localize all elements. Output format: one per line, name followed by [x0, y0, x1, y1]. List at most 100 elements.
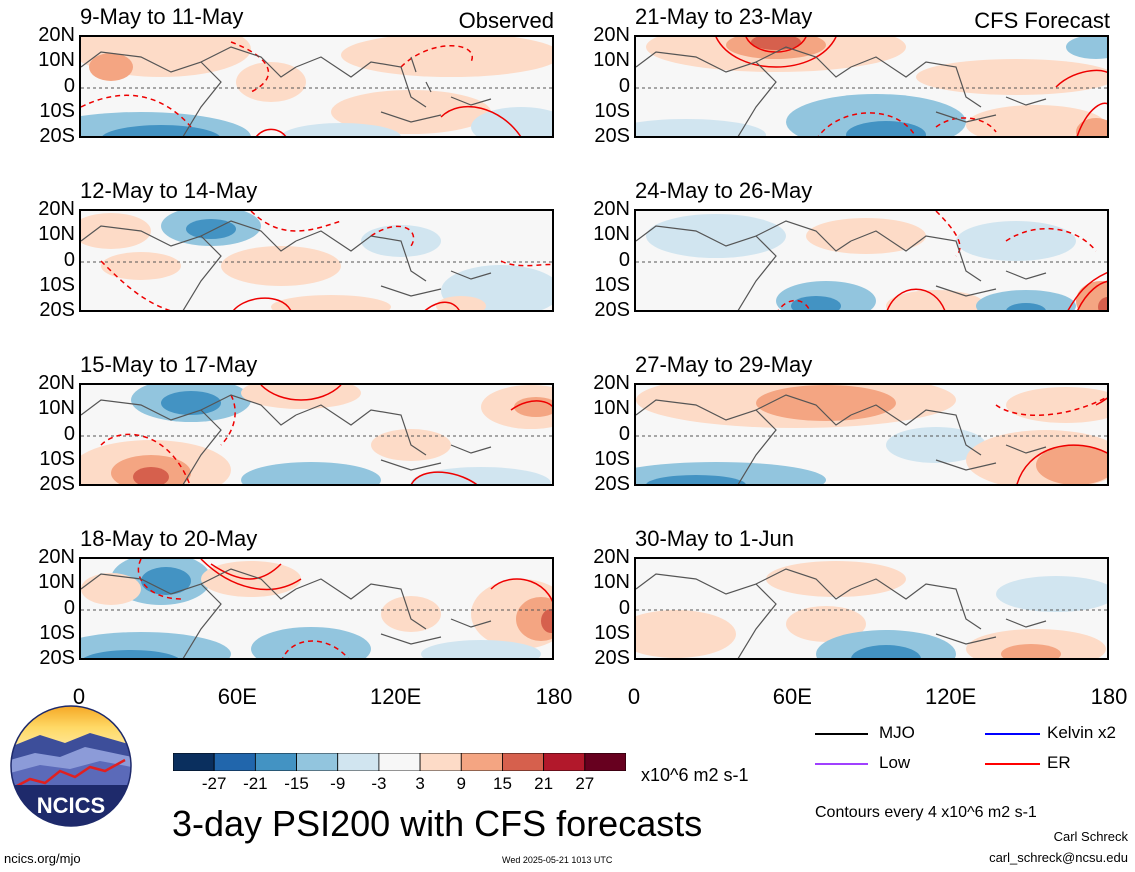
- latitude-label: 0: [618, 75, 630, 97]
- panel-tag-observed: Observed: [458, 8, 554, 33]
- panel-title: 18-May to 20-May: [80, 526, 258, 551]
- latitude-label: 10S: [39, 448, 75, 470]
- panel-title: 21-May to 23-May: [635, 4, 813, 29]
- latitude-label: 0: [63, 423, 75, 445]
- latitude-label: 10N: [38, 49, 75, 71]
- latitude-label: 20N: [593, 198, 630, 220]
- legend-label-mjo: MJO: [879, 723, 915, 742]
- legend-swatch-er: [985, 763, 1040, 765]
- latitude-label: 20N: [38, 198, 75, 220]
- latitude-label: 20N: [593, 546, 630, 568]
- longitude-label: 0: [627, 684, 641, 709]
- legend-swatch-mjo: [815, 733, 868, 735]
- timestamp: Wed 2025-05-21 1013 UTC: [502, 855, 613, 865]
- longitude-label: 60E: [217, 684, 257, 709]
- colorbar-tick-label: -21: [243, 774, 268, 793]
- colorbar-tick-label: 15: [492, 774, 512, 793]
- figure-title: 3-day PSI200 with CFS forecasts: [172, 803, 703, 844]
- map-panel-5: [634, 35, 1109, 138]
- logo-text: NCICS: [37, 793, 105, 818]
- legend-label-er: ER: [1047, 753, 1071, 772]
- latitude-label: 20N: [38, 546, 75, 568]
- latitude-label: 10N: [38, 223, 75, 245]
- latitude-label: 20S: [594, 125, 630, 147]
- latitude-label: 10S: [594, 622, 630, 644]
- colorbar-swatch: [296, 752, 339, 772]
- longitude-label: 180: [535, 684, 573, 709]
- ncics-logo: NCICS: [10, 705, 132, 827]
- latitude-label: 20S: [39, 647, 75, 669]
- latitude-label: 10N: [593, 223, 630, 245]
- latitude-label: 0: [618, 249, 630, 271]
- longitude-label: 180: [1090, 684, 1128, 709]
- colorbar-tick-label: 27: [575, 774, 595, 793]
- colorbar-swatch: [172, 752, 215, 772]
- latitude-label: 20S: [594, 299, 630, 321]
- latitude-label: 10S: [594, 448, 630, 470]
- colorbar-swatch: [502, 752, 545, 772]
- legend-swatch-low: [815, 763, 868, 765]
- latitude-label: 10S: [39, 274, 75, 296]
- latitude-label: 10N: [593, 571, 630, 593]
- longitude-label: 120E: [369, 684, 422, 709]
- latitude-label: 20N: [593, 372, 630, 394]
- website: ncics.org/mjo: [4, 851, 81, 866]
- panel-title: 12-May to 14-May: [80, 178, 258, 203]
- map-panel-7: [634, 383, 1109, 486]
- colorbar-swatch: [460, 752, 503, 772]
- latitude-label: 10S: [39, 100, 75, 122]
- colorbar-tick-label: -3: [371, 774, 387, 793]
- latitude-label: 10N: [593, 49, 630, 71]
- latitude-label: 10N: [593, 397, 630, 419]
- colorbar-swatch: [543, 752, 586, 772]
- latitude-label: 10S: [594, 100, 630, 122]
- colorbar-units: x10^6 m2 s-1: [641, 765, 749, 785]
- colorbar-tick-label: -15: [284, 774, 309, 793]
- latitude-label: 0: [63, 249, 75, 271]
- latitude-label: 10N: [38, 571, 75, 593]
- map-panel-2: [79, 209, 554, 312]
- panel-title: 27-May to 29-May: [635, 352, 813, 377]
- author: Carl Schreck: [1053, 829, 1128, 844]
- map-panel-8: [634, 557, 1109, 660]
- colorbar-swatch: [337, 752, 380, 772]
- longitude-label: 120E: [924, 684, 977, 709]
- author-email: carl_schreck@ncsu.edu: [989, 850, 1128, 865]
- colorbar-swatch: [584, 752, 627, 772]
- panel-tag-cfs-forecast: CFS Forecast: [974, 8, 1110, 33]
- panel-title: 24-May to 26-May: [635, 178, 813, 203]
- latitude-label: 20S: [39, 299, 75, 321]
- colorbar-tick-label: -9: [330, 774, 346, 793]
- panel-title: 15-May to 17-May: [80, 352, 258, 377]
- latitude-label: 0: [618, 597, 630, 619]
- map-panel-1: [79, 35, 554, 138]
- colorbar-swatch: [378, 752, 421, 772]
- colorbar-swatch: [213, 752, 256, 772]
- latitude-label: 20S: [594, 647, 630, 669]
- latitude-label: 0: [63, 75, 75, 97]
- legend: MJO Kelvin x2 Low ER: [815, 723, 1130, 778]
- latitude-label: 20N: [38, 24, 75, 46]
- latitude-label: 20S: [594, 473, 630, 495]
- map-panel-4: [79, 557, 554, 660]
- latitude-label: 0: [618, 423, 630, 445]
- latitude-label: 10S: [39, 622, 75, 644]
- colorbar-swatch: [419, 752, 462, 772]
- colorbar-tick-label: 3: [415, 774, 425, 793]
- colorbar: [172, 752, 627, 772]
- colorbar-tick-label: 9: [456, 774, 466, 793]
- map-panel-6: [634, 209, 1109, 312]
- map-panel-3: [79, 383, 554, 486]
- panel-title: 30-May to 1-Jun: [635, 526, 794, 551]
- latitude-label: 20S: [39, 473, 75, 495]
- latitude-label: 0: [63, 597, 75, 619]
- latitude-label: 20S: [39, 125, 75, 147]
- latitude-label: 10N: [38, 397, 75, 419]
- colorbar-tick-label: -27: [201, 774, 227, 793]
- legend-label-low: Low: [879, 753, 911, 772]
- contour-note: Contours every 4 x10^6 m2 s-1: [815, 804, 1037, 821]
- panel-title: 9-May to 11-May: [80, 4, 244, 29]
- latitude-label: 10S: [594, 274, 630, 296]
- colorbar-tick-label: 21: [534, 774, 554, 793]
- longitude-label: 0: [72, 684, 86, 709]
